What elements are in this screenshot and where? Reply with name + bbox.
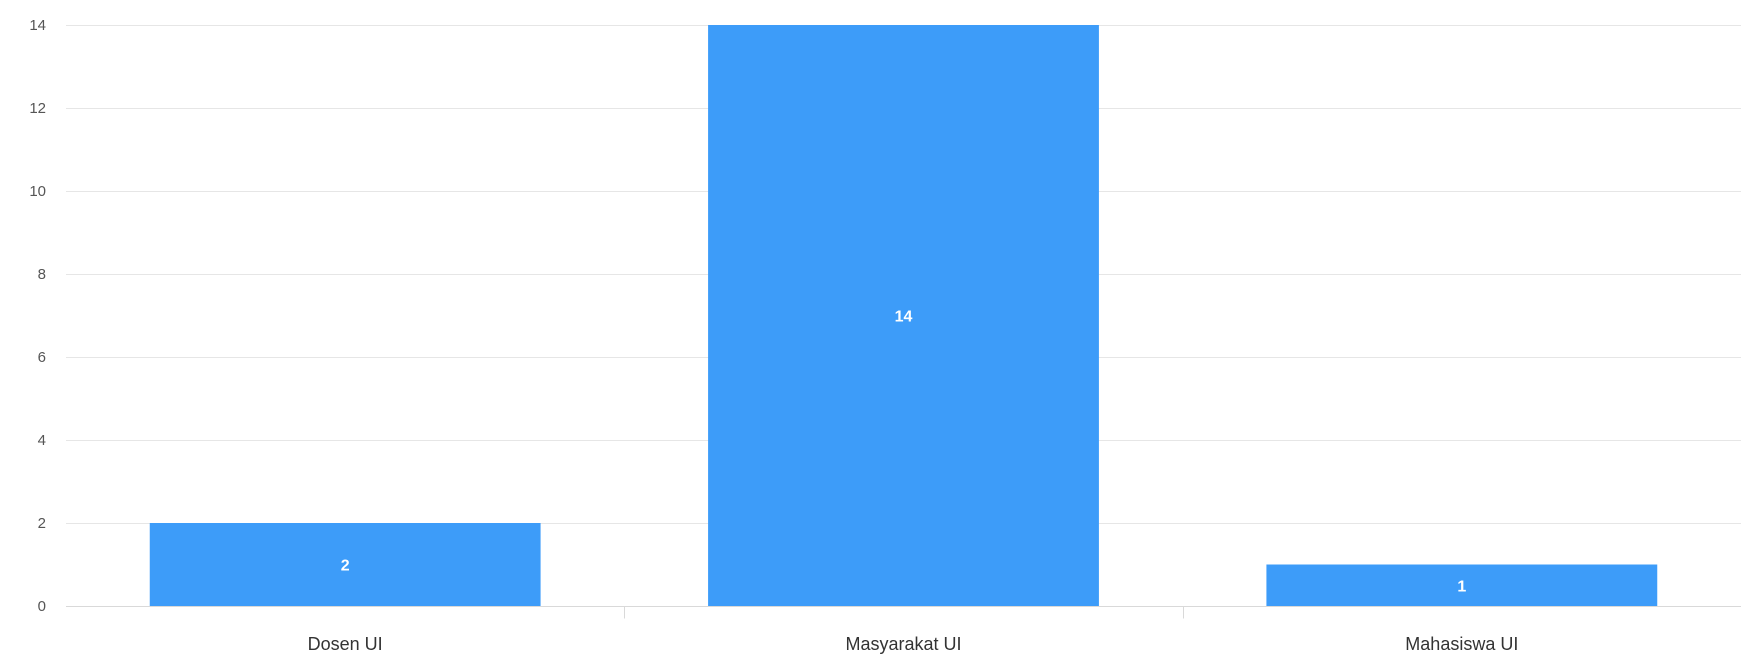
data-labels: 2 14 1 [341, 309, 1467, 596]
y-tick-label-0: 0 [38, 598, 46, 615]
y-tick-label-12: 12 [29, 100, 46, 117]
x-tick-label-dosen-ui: Dosen UI [308, 634, 383, 654]
y-tick-label-2: 2 [38, 515, 46, 532]
y-tick-label-14: 14 [29, 17, 46, 34]
bar-masyarakat-ui [708, 25, 1099, 606]
x-axis [66, 606, 1741, 619]
bar-dosen-ui [149, 523, 541, 606]
y-axis-tick-labels: 0 2 4 6 8 10 12 14 [29, 17, 46, 615]
data-label-mahasiswa-ui: 1 [1457, 578, 1466, 595]
bar-mahasiswa-ui [1266, 564, 1658, 606]
bars [149, 25, 1658, 606]
data-label-masyarakat-ui: 14 [895, 309, 913, 326]
y-tick-label-8: 8 [38, 266, 46, 283]
x-axis-tick-labels: Dosen UI Masyarakat UI Mahasiswa UI [308, 634, 1519, 654]
data-label-dosen-ui: 2 [341, 558, 350, 575]
y-tick-label-4: 4 [38, 432, 46, 449]
x-tick-label-masyarakat-ui: Masyarakat UI [845, 634, 961, 654]
y-tick-label-10: 10 [29, 183, 46, 200]
y-tick-label-6: 6 [38, 349, 46, 366]
x-tick-label-mahasiswa-ui: Mahasiswa UI [1405, 634, 1518, 654]
